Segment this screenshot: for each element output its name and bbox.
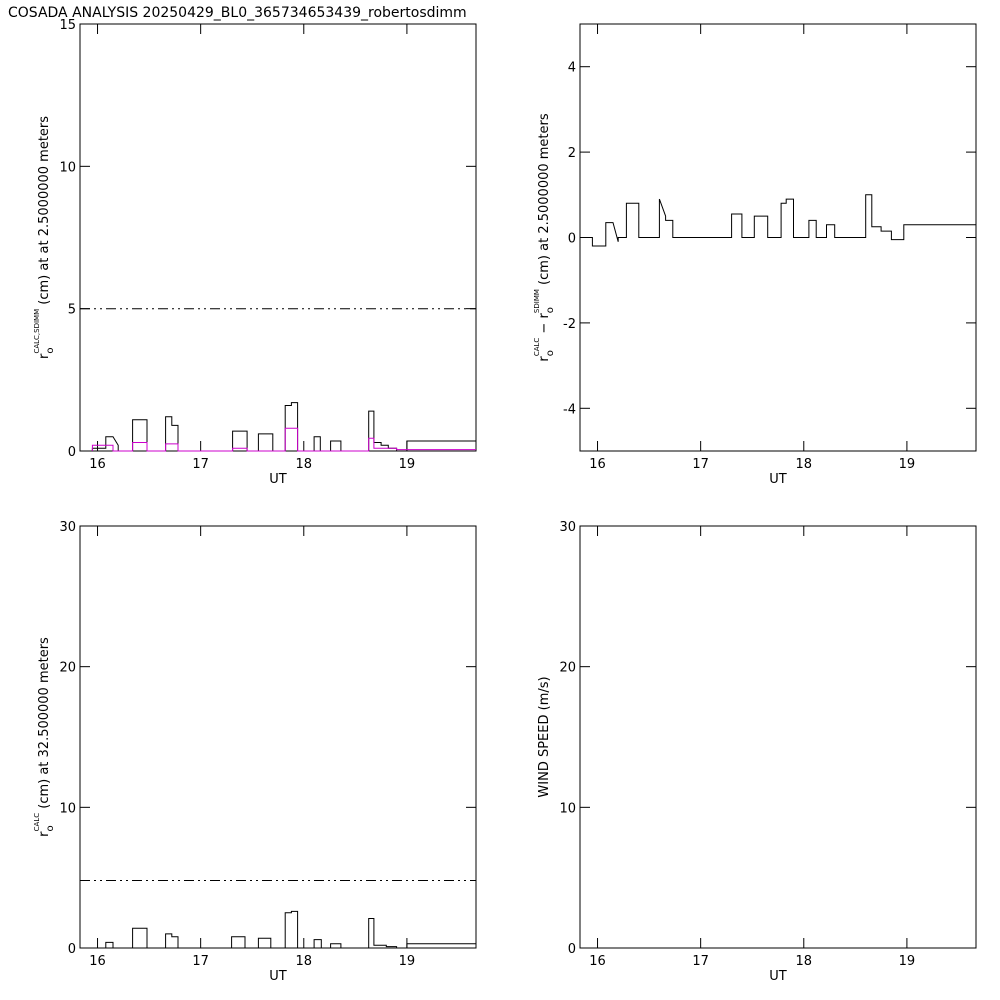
y-axis-label-sub: o <box>45 825 56 831</box>
plot-frame <box>79 525 477 949</box>
x-tick-label: 19 <box>399 954 416 969</box>
y-tick-label: 30 <box>559 520 576 535</box>
page-title: COSADA ANALYSIS 20250429_BL0_36573465343… <box>8 5 467 21</box>
x-tick-label: 17 <box>192 954 209 969</box>
x-tick-label: 18 <box>296 457 313 472</box>
y-tick-label: 20 <box>59 661 76 676</box>
y-axis-label: roCALC − roSDIMM (cm) at 2.5000000 meter… <box>533 113 556 362</box>
x-tick-label: 17 <box>192 457 209 472</box>
x-tick-label: 16 <box>89 457 106 472</box>
x-tick-label: 16 <box>589 954 606 969</box>
y-tick-label: 0 <box>568 942 576 957</box>
x-tick-label: 19 <box>399 457 416 472</box>
y-axis-label: ro CALC (cm) at 32.500000 meters <box>33 637 56 837</box>
y-tick-label: 0 <box>68 942 76 957</box>
y-tick-label: 15 <box>59 18 76 33</box>
y-axis-label-text: r <box>37 831 52 837</box>
y-axis-label-sup: CALC,SDIMM <box>33 309 41 354</box>
x-axis-label: UT <box>769 472 787 487</box>
data-line <box>580 194 976 247</box>
x-axis-label: UT <box>269 472 287 487</box>
y-tick-label: -2 <box>563 317 576 332</box>
y-axis-label-text: r <box>537 356 552 362</box>
y-axis-label-sup: SDIMM <box>533 289 541 313</box>
y-axis-label: WIND SPEED (m/s) <box>537 676 552 797</box>
y-axis-label-sub: o <box>545 307 556 313</box>
y-axis-label-sup: CALC <box>33 813 41 832</box>
y-tick-label: -4 <box>563 402 576 417</box>
x-tick-label: 19 <box>899 457 916 472</box>
x-tick-label: 18 <box>796 954 813 969</box>
x-tick-label: 16 <box>589 457 606 472</box>
y-axis-label: ro CALC,SDIMM (cm) at at 2.5000000 meters <box>33 116 56 359</box>
y-tick-label: 10 <box>59 801 76 816</box>
y-axis-label-sub: o <box>545 350 556 356</box>
y-axis-label-text: − r <box>537 313 552 338</box>
data-line <box>91 427 476 452</box>
y-axis-label-text: r <box>37 353 52 359</box>
y-tick-label: 5 <box>68 303 76 318</box>
y-tick-label: 0 <box>68 445 76 460</box>
x-axis-label: UT <box>769 969 787 984</box>
y-tick-label: 4 <box>568 61 576 76</box>
y-axis-label-sub: o <box>45 348 56 354</box>
x-tick-label: 17 <box>692 457 709 472</box>
x-tick-label: 18 <box>296 954 313 969</box>
x-tick-label: 16 <box>89 954 106 969</box>
y-axis-label-text: (cm) at 2.5000000 meters <box>537 113 552 289</box>
data-line <box>105 910 476 949</box>
x-tick-label: 18 <box>796 457 813 472</box>
y-axis-label-text: (cm) at 32.500000 meters <box>37 637 52 813</box>
data-line <box>91 402 476 452</box>
y-tick-label: 30 <box>59 520 76 535</box>
x-tick-label: 19 <box>899 954 916 969</box>
y-tick-label: 20 <box>559 661 576 676</box>
plot-frame <box>79 23 477 452</box>
y-axis-label-text: (cm) at at 2.5000000 meters <box>37 116 52 309</box>
y-axis-label-text: WIND SPEED (m/s) <box>537 676 552 797</box>
y-tick-label: 10 <box>59 160 76 175</box>
x-axis-label: UT <box>269 969 287 984</box>
plot-frame <box>579 525 977 949</box>
y-axis-label-sup: CALC <box>533 338 541 357</box>
x-tick-label: 17 <box>692 954 709 969</box>
y-tick-label: 0 <box>568 232 576 247</box>
y-tick-label: 10 <box>559 801 576 816</box>
y-tick-label: 2 <box>568 146 576 161</box>
